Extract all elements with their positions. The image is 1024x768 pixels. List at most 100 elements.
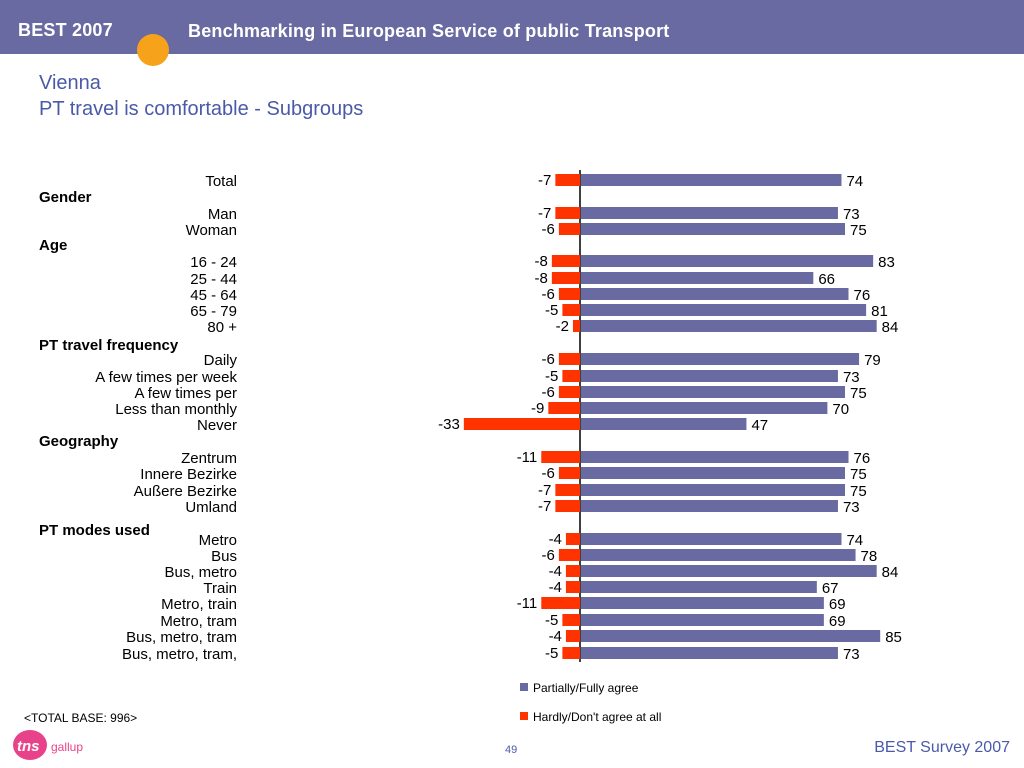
positive-value-label: 75 bbox=[850, 483, 867, 500]
positive-bar bbox=[581, 614, 824, 626]
negative-value-label: -5 bbox=[545, 612, 558, 629]
legend-swatch bbox=[520, 712, 528, 720]
category-label: Bus, metro, tram, bbox=[122, 646, 237, 663]
positive-value-label: 75 bbox=[850, 466, 867, 483]
positive-value-label: 66 bbox=[818, 271, 835, 288]
positive-bar bbox=[581, 370, 838, 382]
category-label: 45 - 64 bbox=[190, 287, 237, 304]
negative-value-label: -8 bbox=[534, 270, 547, 287]
header-bar: BEST 2007 Benchmarking in European Servi… bbox=[0, 0, 1024, 66]
legend-swatch bbox=[520, 683, 528, 691]
group-label: PT modes used bbox=[39, 522, 150, 539]
brand-label: BEST 2007 bbox=[18, 20, 113, 40]
positive-bar bbox=[581, 320, 877, 332]
orange-disc-decoration bbox=[137, 34, 169, 66]
group-label: PT travel frequency bbox=[39, 337, 179, 354]
positive-value-label: 79 bbox=[864, 352, 881, 369]
negative-value-label: -9 bbox=[531, 400, 544, 417]
positive-value-label: 73 bbox=[843, 499, 860, 516]
category-label: Man bbox=[208, 206, 237, 223]
positive-value-label: 67 bbox=[822, 580, 839, 597]
positive-value-label: 84 bbox=[882, 319, 899, 336]
group-label: Age bbox=[39, 237, 67, 254]
category-label: A few times per week bbox=[95, 369, 237, 386]
category-label: Train bbox=[203, 580, 237, 597]
category-label: Umland bbox=[185, 499, 237, 516]
negative-bar bbox=[565, 533, 580, 545]
footer-survey-label: BEST Survey 2007 bbox=[874, 739, 1010, 756]
positive-bar bbox=[581, 353, 860, 365]
negative-value-label: -6 bbox=[542, 384, 555, 401]
negative-value-label: -4 bbox=[549, 579, 562, 596]
category-label: 16 - 24 bbox=[190, 254, 237, 271]
negative-bar bbox=[565, 581, 580, 593]
positive-bar bbox=[581, 467, 845, 479]
positive-bar bbox=[581, 174, 842, 186]
positive-bar bbox=[581, 288, 849, 300]
positive-value-label: 73 bbox=[843, 206, 860, 223]
category-label: Außere Bezirke bbox=[134, 483, 237, 500]
negative-value-label: -5 bbox=[545, 645, 558, 662]
negative-bar bbox=[558, 353, 580, 365]
positive-value-label: 83 bbox=[878, 254, 895, 271]
positive-bar bbox=[581, 597, 824, 609]
category-label: Metro, tram bbox=[160, 613, 237, 630]
page-number: 49 bbox=[505, 744, 518, 756]
negative-bar bbox=[551, 255, 580, 267]
positive-bar bbox=[581, 565, 877, 577]
negative-value-label: -5 bbox=[545, 302, 558, 319]
category-label: A few times per bbox=[134, 385, 237, 402]
positive-bar bbox=[581, 500, 838, 512]
negative-value-label: -11 bbox=[517, 595, 538, 612]
category-label: Bus, metro, tram bbox=[126, 629, 237, 646]
positive-bar bbox=[581, 402, 828, 414]
positive-bar bbox=[581, 207, 838, 219]
category-label: Never bbox=[197, 417, 237, 434]
negative-bar bbox=[572, 320, 580, 332]
positive-value-label: 78 bbox=[861, 548, 878, 565]
negative-value-label: -7 bbox=[538, 482, 551, 499]
negative-bar bbox=[565, 565, 580, 577]
base-note: <TOTAL BASE: 996> bbox=[24, 711, 138, 725]
header-title: Benchmarking in European Service of publ… bbox=[188, 21, 670, 41]
positive-value-label: 74 bbox=[846, 173, 863, 190]
category-label: Woman bbox=[186, 222, 237, 239]
negative-bar bbox=[555, 207, 580, 219]
positive-bar bbox=[581, 484, 845, 496]
tns-logo-icon: tns bbox=[13, 730, 47, 760]
positive-value-label: 75 bbox=[850, 222, 867, 239]
category-label: Daily bbox=[204, 352, 238, 369]
positive-value-label: 85 bbox=[885, 629, 902, 646]
category-label: Innere Bezirke bbox=[140, 466, 237, 483]
page-subheading: PT travel is comfortable - Subgroups bbox=[39, 98, 364, 120]
category-label: 25 - 44 bbox=[190, 271, 237, 288]
positive-bar bbox=[581, 304, 867, 316]
positive-value-label: 73 bbox=[843, 646, 860, 663]
category-label: 65 - 79 bbox=[190, 303, 237, 320]
negative-bar bbox=[562, 614, 580, 626]
negative-value-label: -4 bbox=[549, 531, 562, 548]
logo-gallup-text: gallup bbox=[51, 740, 84, 754]
positive-value-label: 76 bbox=[854, 287, 871, 304]
negative-bar bbox=[541, 597, 580, 609]
category-label: 80 + bbox=[207, 319, 237, 336]
negative-value-label: -5 bbox=[545, 368, 558, 385]
negative-value-label: -6 bbox=[542, 351, 555, 368]
negative-value-label: -6 bbox=[542, 221, 555, 238]
positive-value-label: 70 bbox=[832, 401, 849, 418]
negative-bar bbox=[558, 386, 580, 398]
positive-value-label: 84 bbox=[882, 564, 899, 581]
legend-label: Partially/Fully agree bbox=[533, 681, 639, 695]
positive-bar bbox=[581, 647, 838, 659]
positive-value-label: 69 bbox=[829, 596, 846, 613]
negative-bar bbox=[562, 304, 580, 316]
positive-bar bbox=[581, 386, 845, 398]
negative-bar bbox=[541, 451, 580, 463]
negative-value-label: -6 bbox=[542, 547, 555, 564]
category-label: Total bbox=[205, 173, 237, 190]
positive-value-label: 47 bbox=[751, 417, 768, 434]
negative-bar bbox=[558, 288, 580, 300]
negative-bar bbox=[551, 272, 580, 284]
category-label: Bus bbox=[211, 548, 237, 565]
category-label: Less than monthly bbox=[115, 401, 237, 418]
